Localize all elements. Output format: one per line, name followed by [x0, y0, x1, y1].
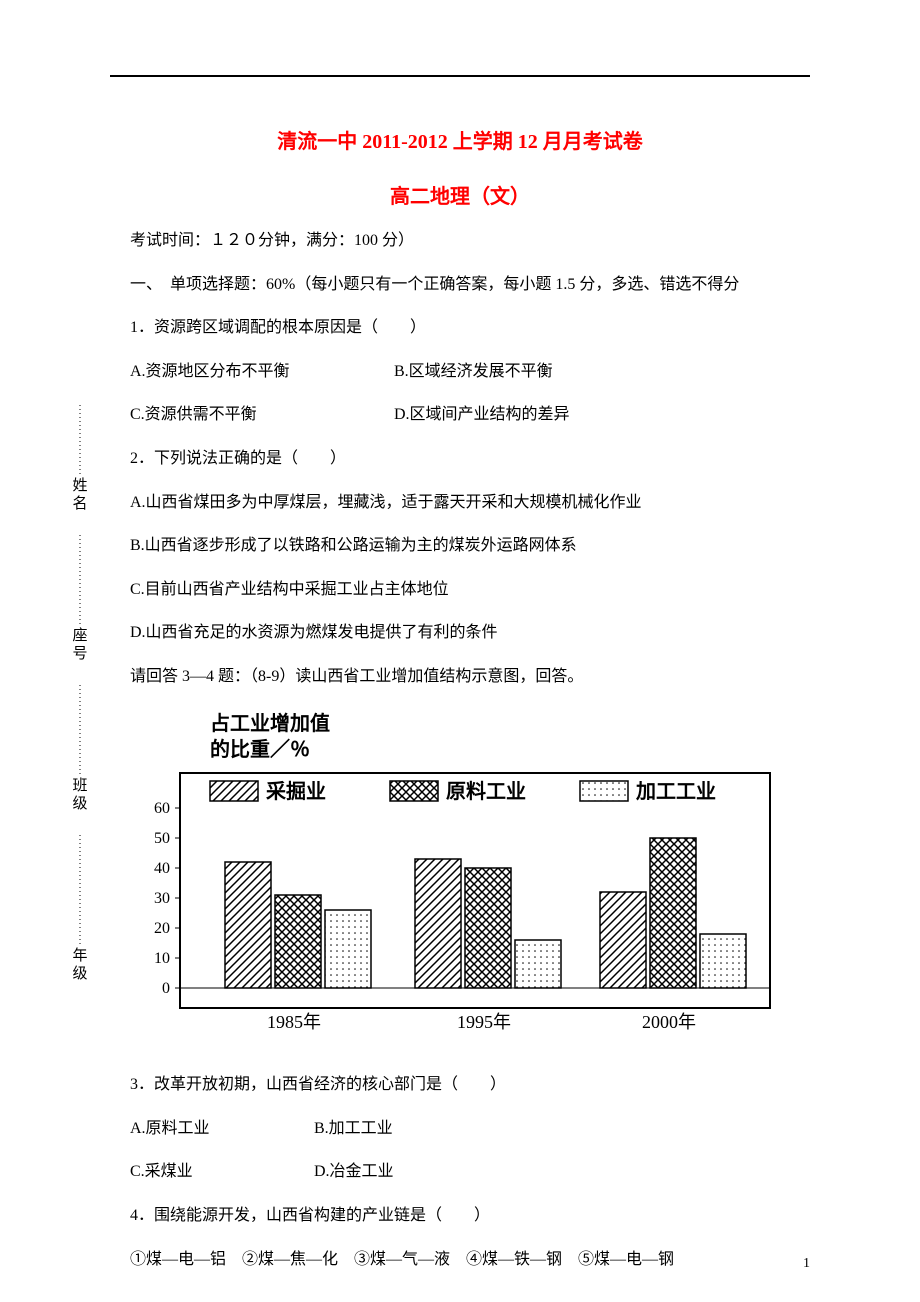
exam-title-1: 清流一中 2011-2012 上学期 12 月月考试卷	[0, 125, 920, 154]
page-number: 1	[803, 1256, 810, 1272]
instruction-34: 请回答 3—4 题：（8-9）读山西省工业增加值结构示意图，回答。	[130, 656, 810, 698]
q3-stem: 3．改革开放初期，山西省经济的核心部门是（ ）	[130, 1064, 810, 1106]
svg-text:的比重／％: 的比重／％	[210, 737, 310, 761]
svg-text:2000年: 2000年	[642, 1012, 696, 1032]
q1-options-row2: C.资源供需不平衡 D.区域间产业结构的差异	[130, 394, 810, 436]
side-label-grade: 年	[72, 947, 87, 964]
q3-option-b: B.加工工业	[314, 1120, 393, 1137]
svg-text:1995年: 1995年	[457, 1012, 511, 1032]
side-label-container: 姓 名 座 号 班 级 年 级	[65, 390, 95, 1055]
svg-text:40: 40	[154, 860, 170, 877]
exam-title-2: 高二地理（文）	[0, 180, 920, 209]
q2-stem: 2．下列说法正确的是（ ）	[130, 438, 810, 480]
q3-options-row1: A.原料工业 B.加工工业	[130, 1108, 810, 1150]
svg-text:级: 级	[72, 965, 87, 982]
q3-option-d: D.冶金工业	[314, 1163, 394, 1180]
q1-option-c: C.资源供需不平衡	[130, 394, 390, 436]
section-header: 一、 单项选择题：60%（每小题只有一个正确答案，每小题 1.5 分，多选、错选…	[130, 264, 810, 306]
svg-text:采掘业: 采掘业	[266, 779, 326, 803]
exam-info: 考试时间：１２０分钟，满分：100 分）	[130, 220, 810, 262]
svg-text:名: 名	[72, 495, 87, 512]
q4-stem: 4．围绕能源开发，山西省构建的产业链是（ ）	[130, 1195, 810, 1237]
svg-text:0: 0	[162, 980, 170, 997]
side-label-name: 姓	[72, 477, 87, 494]
q2-option-d: D.山西省充足的水资源为燃煤发电提供了有利的条件	[130, 612, 810, 654]
q1-option-b: B.区域经济发展不平衡	[394, 363, 553, 380]
svg-text:60: 60	[154, 800, 170, 817]
header-rule-bottom	[110, 76, 810, 77]
q4-options: ①煤—电—铝 ②煤—焦—化 ③煤—气—液 ④煤—铁—钢 ⑤煤—电—钢	[130, 1239, 810, 1281]
q1-options-row1: A.资源地区分布不平衡 B.区域经济发展不平衡	[130, 351, 810, 393]
svg-text:20: 20	[154, 920, 170, 937]
q1-option-a: A.资源地区分布不平衡	[130, 351, 390, 393]
q3-option-a: A.原料工业	[130, 1108, 310, 1150]
svg-text:号: 号	[72, 646, 87, 662]
svg-text:占工业增加值: 占工业增加值	[210, 711, 330, 735]
side-label-class: 班	[72, 777, 87, 794]
industry-chart: 占工业增加值的比重／％ 采掘业 原料工业 加工工业 0 10 20 30 40 50 60 1985年…	[130, 708, 790, 1038]
svg-text:10: 10	[154, 950, 170, 967]
q3-options-row2: C.采煤业 D.冶金工业	[130, 1151, 810, 1193]
q1-option-d: D.区域间产业结构的差异	[394, 406, 570, 423]
side-labels-svg: 姓 名 座 号 班 级 年 级	[65, 390, 95, 1050]
q2-option-b: B.山西省逐步形成了以铁路和公路运输为主的煤炭外运路网体系	[130, 525, 810, 567]
svg-text:加工工业: 加工工业	[635, 780, 716, 803]
svg-text:级: 级	[72, 795, 87, 812]
chart-container: 占工业增加值的比重／％ 采掘业 原料工业 加工工业 0 10 20 30 40 50 60 1985年…	[130, 708, 810, 1055]
content-area: 考试时间：１２０分钟，满分：100 分） 一、 单项选择题：60%（每小题只有一…	[130, 220, 810, 1282]
side-label-seat: 座	[72, 627, 87, 644]
svg-text:原料工业: 原料工业	[446, 780, 526, 803]
q1-stem: 1．资源跨区域调配的根本原因是（ ）	[130, 307, 810, 349]
svg-text:30: 30	[154, 890, 170, 907]
q3-option-c: C.采煤业	[130, 1151, 310, 1193]
q2-option-a: A.山西省煤田多为中厚煤层，埋藏浅，适于露天开采和大规模机械化作业	[130, 482, 810, 524]
q2-option-c: C.目前山西省产业结构中采掘工业占主体地位	[130, 569, 810, 611]
svg-text:1985年: 1985年	[267, 1012, 321, 1032]
svg-text:50: 50	[154, 830, 170, 847]
